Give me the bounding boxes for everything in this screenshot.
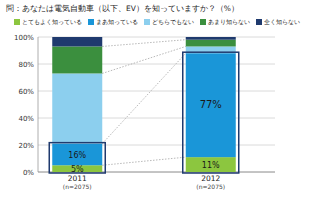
chart: 問：あなたは電気自動車（以下、EV）を知っていますか？（%） 0% 20% 40% 60… <box>0 0 320 200</box>
bar-segment <box>186 157 236 172</box>
y-tick-label: 20% <box>18 142 34 150</box>
x-tick-label: 2011 <box>68 174 87 183</box>
title: 問：あなたは電気自動車（以下、EV）を知っていますか？（%） <box>6 4 239 13</box>
legend-label: まあ知っている <box>96 18 138 26</box>
y-tick-label: 40% <box>18 115 34 123</box>
legend-swatch <box>200 19 206 25</box>
data-label: 16% <box>68 151 86 160</box>
bar-segment <box>52 144 102 166</box>
annotation: (n=2075) <box>196 183 225 190</box>
legend-swatch <box>256 19 262 25</box>
y-tick-label: 80% <box>18 61 34 69</box>
bar-segment <box>52 46 102 73</box>
data-label: 11% <box>202 161 220 170</box>
highlight-box <box>183 52 239 173</box>
bars <box>52 37 236 172</box>
data-label: 77% <box>200 99 222 110</box>
y-tick-label: 100% <box>14 34 34 42</box>
highlight-box <box>49 143 105 173</box>
bar-segment <box>186 40 236 47</box>
legend-label: 全く知らない <box>264 18 300 26</box>
connectors <box>102 40 186 166</box>
highlights <box>49 52 239 173</box>
bar-segment <box>186 53 236 157</box>
legend-label: あまり知らない <box>208 18 250 26</box>
connector <box>102 53 186 143</box>
bar-segment <box>186 37 236 40</box>
legend-swatch <box>14 19 20 25</box>
legend-label: とてもよく知っている <box>22 18 82 26</box>
legend-swatch <box>144 19 150 25</box>
legend-label: どちらでもない <box>152 18 194 26</box>
annotation: (n=2075) <box>63 183 92 190</box>
bar-segment <box>52 37 102 46</box>
connector <box>102 46 186 73</box>
y-tick-label: 60% <box>18 88 34 96</box>
legend: とてもよく知っている まあ知っている どちらでもない あまり知らない 全く知らない <box>14 18 300 26</box>
legend-swatch <box>88 19 94 25</box>
y-tick-label: 0% <box>23 169 34 177</box>
y-axis <box>38 37 39 172</box>
connector <box>102 40 186 47</box>
connector <box>102 157 186 165</box>
data-label: 5% <box>71 165 84 174</box>
bar-segment <box>52 73 102 143</box>
x-tick-label: 2012 <box>201 174 220 183</box>
